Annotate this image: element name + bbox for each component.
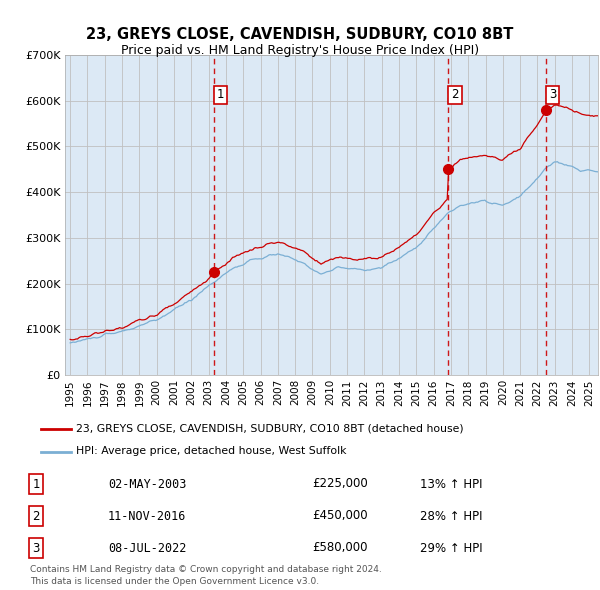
Text: £450,000: £450,000 xyxy=(312,510,368,523)
Text: 29% ↑ HPI: 29% ↑ HPI xyxy=(420,542,482,555)
Text: £225,000: £225,000 xyxy=(312,477,368,490)
Text: £580,000: £580,000 xyxy=(312,542,367,555)
Text: Contains HM Land Registry data © Crown copyright and database right 2024.: Contains HM Land Registry data © Crown c… xyxy=(30,565,382,575)
Text: Price paid vs. HM Land Registry's House Price Index (HPI): Price paid vs. HM Land Registry's House … xyxy=(121,44,479,57)
Text: 13% ↑ HPI: 13% ↑ HPI xyxy=(420,477,482,490)
Text: 3: 3 xyxy=(32,542,40,555)
Text: 23, GREYS CLOSE, CAVENDISH, SUDBURY, CO10 8BT: 23, GREYS CLOSE, CAVENDISH, SUDBURY, CO1… xyxy=(86,27,514,42)
Text: This data is licensed under the Open Government Licence v3.0.: This data is licensed under the Open Gov… xyxy=(30,578,319,586)
Text: 2: 2 xyxy=(32,510,40,523)
Text: 11-NOV-2016: 11-NOV-2016 xyxy=(108,510,187,523)
Text: 2: 2 xyxy=(451,88,458,101)
Text: 08-JUL-2022: 08-JUL-2022 xyxy=(108,542,187,555)
Text: 3: 3 xyxy=(549,88,556,101)
Text: 28% ↑ HPI: 28% ↑ HPI xyxy=(420,510,482,523)
Text: 1: 1 xyxy=(217,88,224,101)
Text: HPI: Average price, detached house, West Suffolk: HPI: Average price, detached house, West… xyxy=(76,447,346,457)
Text: 02-MAY-2003: 02-MAY-2003 xyxy=(108,477,187,490)
Text: 23, GREYS CLOSE, CAVENDISH, SUDBURY, CO10 8BT (detached house): 23, GREYS CLOSE, CAVENDISH, SUDBURY, CO1… xyxy=(76,424,464,434)
Text: 1: 1 xyxy=(32,477,40,490)
